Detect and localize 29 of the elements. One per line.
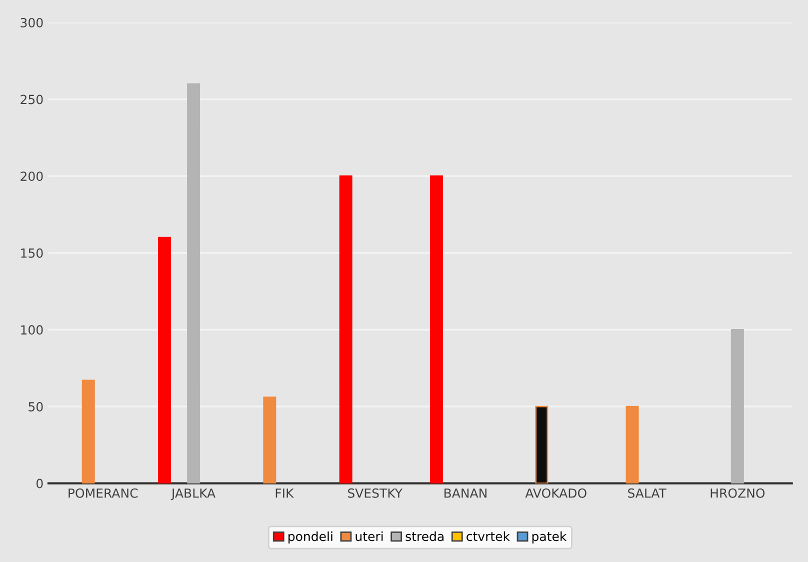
x-tick-label: HROZNO	[710, 488, 765, 498]
legend-label: pondeli	[288, 531, 332, 544]
x-tick-label: SALAT	[628, 488, 666, 498]
legend-label: patek	[532, 531, 567, 544]
y-tick-label: 300	[20, 18, 43, 28]
x-tick-label: BANAN	[444, 488, 486, 498]
y-tick-label: 100	[21, 325, 43, 335]
bar	[430, 175, 443, 484]
legend-label: streda	[406, 531, 444, 542]
y-tick-label: 150	[21, 248, 43, 258]
x-tick-label: SVESTKY	[348, 488, 403, 498]
y-tick-label: 0	[36, 478, 43, 488]
y-tick-label: 200	[20, 172, 43, 182]
y-tick-label: 250	[20, 94, 43, 104]
y-tick-label: 50	[28, 402, 43, 412]
x-tick-label: FIK	[276, 488, 294, 498]
x-tick-label: AVOKADO	[525, 488, 586, 498]
bar	[626, 406, 639, 484]
bar	[535, 406, 548, 484]
legend-label: ctvrtek	[466, 531, 510, 542]
bar	[339, 175, 352, 484]
x-tick-label: JABLKA	[170, 488, 216, 500]
bar	[730, 329, 744, 484]
bar	[263, 396, 276, 484]
bar	[187, 83, 200, 484]
legend-label: uteri	[356, 531, 383, 542]
x-tick-label: POMERANC	[68, 488, 138, 498]
bar	[82, 380, 95, 484]
bar	[158, 236, 172, 484]
